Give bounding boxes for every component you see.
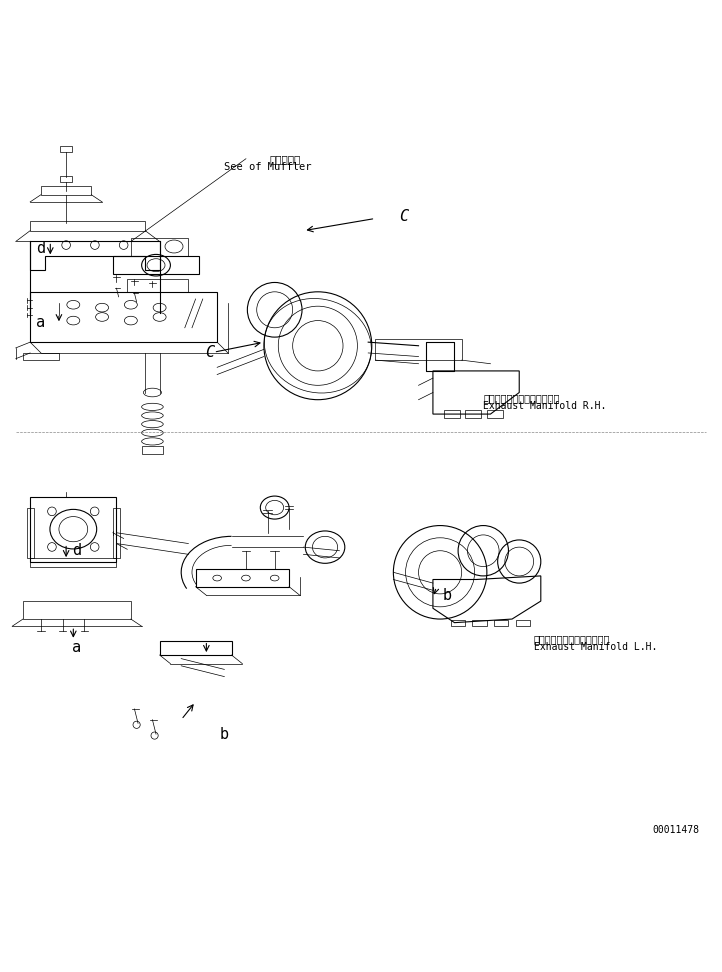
Bar bbox=[61, 146, 72, 152]
Bar bbox=[375, 338, 461, 361]
Text: C: C bbox=[205, 345, 214, 360]
Bar bbox=[30, 558, 116, 567]
Bar bbox=[23, 601, 131, 619]
Text: d: d bbox=[36, 241, 45, 257]
Bar bbox=[160, 641, 232, 655]
Bar bbox=[127, 279, 188, 292]
Bar bbox=[494, 620, 508, 626]
Bar bbox=[516, 620, 530, 626]
Bar bbox=[196, 569, 289, 587]
Bar bbox=[142, 446, 163, 454]
Bar bbox=[487, 410, 503, 418]
Text: Exhaust Manifold L.H.: Exhaust Manifold L.H. bbox=[534, 642, 657, 652]
Text: エキゾーストマニホールド左: エキゾーストマニホールド左 bbox=[534, 634, 610, 644]
Bar bbox=[113, 256, 199, 274]
Text: マフラ参照: マフラ参照 bbox=[270, 154, 301, 163]
Text: 00011478: 00011478 bbox=[652, 825, 699, 835]
Bar bbox=[426, 342, 454, 371]
Bar bbox=[61, 176, 72, 182]
Text: d: d bbox=[72, 543, 82, 558]
Bar bbox=[30, 292, 217, 342]
Text: b: b bbox=[219, 727, 229, 742]
Text: See of Muffler: See of Muffler bbox=[224, 161, 311, 172]
Bar bbox=[451, 620, 465, 626]
Bar bbox=[444, 410, 459, 418]
Text: a: a bbox=[72, 641, 82, 655]
Bar bbox=[426, 342, 454, 371]
Bar bbox=[131, 238, 188, 256]
Bar bbox=[41, 186, 91, 194]
Bar bbox=[30, 221, 145, 230]
Text: b: b bbox=[443, 588, 452, 603]
Text: C: C bbox=[399, 209, 409, 224]
Bar bbox=[23, 353, 59, 361]
Bar bbox=[465, 410, 481, 418]
Bar bbox=[472, 620, 487, 626]
Bar bbox=[27, 507, 34, 558]
Bar bbox=[113, 507, 120, 558]
Text: エキゾーストマニホールド右: エキゾーストマニホールド右 bbox=[483, 394, 560, 403]
Bar bbox=[30, 497, 116, 562]
Text: Exhaust Manifold R.H.: Exhaust Manifold R.H. bbox=[483, 401, 606, 411]
Text: a: a bbox=[36, 315, 45, 330]
